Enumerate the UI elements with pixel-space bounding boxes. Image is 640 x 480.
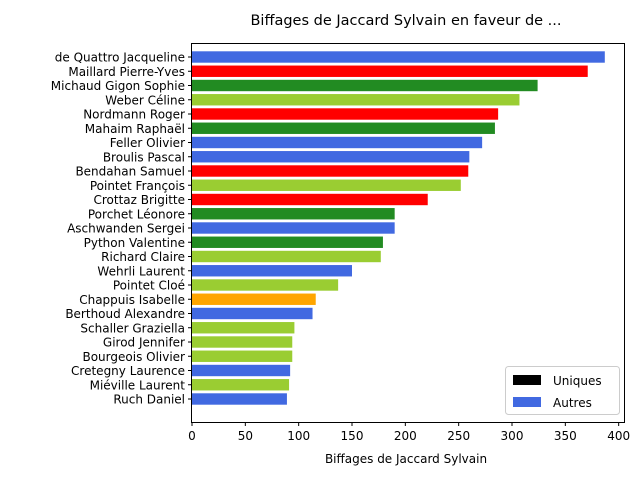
y-tick-label: Maillard Pierre-Yves [68,65,185,79]
y-tick-label: Python Valentine [84,236,185,250]
bar [192,94,520,106]
y-tick-label: Schaller Graziella [80,321,185,335]
y-tick-label: Girod Jennifer [103,336,185,350]
bar [192,393,287,405]
bar [192,379,290,391]
bar [192,265,352,277]
bar [192,307,313,320]
y-tick-label: Michaud Gigon Sophie [51,79,185,93]
bar [192,51,605,63]
bar [192,236,383,248]
y-tick-label: Feller Olivier [110,136,185,150]
x-tick-label: 400 [607,429,630,443]
x-ticks: 0 50 100 150 200 250 300 350 400 [188,422,630,443]
x-tick-label: 0 [188,429,196,443]
x-tick-label: 150 [341,429,364,443]
bar [192,79,538,92]
y-tick-label: Aschwanden Sergei [67,222,185,236]
bar [192,279,339,291]
y-tick-label: Wehrli Laurent [97,264,185,278]
bar [192,122,495,134]
x-tick-label: 100 [287,429,310,443]
legend-label-uniques: Uniques [553,374,602,388]
x-tick-label: 50 [238,429,253,443]
x-tick-label: 200 [394,429,417,443]
bar [192,165,469,177]
bar [192,193,428,206]
x-tick-label: 250 [447,429,470,443]
y-tick-label: Cretegny Laurence [71,364,185,378]
y-tick-label: Chappuis Isabelle [79,293,185,307]
bar [192,65,588,77]
legend: Uniques Autres [505,366,620,415]
y-tick-label: Bendahan Samuel [75,165,185,179]
y-tick-label: Berthoud Alexandre [65,307,185,321]
bar [192,250,381,263]
bar [192,179,461,191]
y-tick-label: Miéville Laurent [90,378,186,392]
bar [192,364,291,377]
x-axis-label: Biffages de Jaccard Sylvain [325,452,487,466]
chart-title: Biffages de Jaccard Sylvain en faveur de… [250,13,561,29]
bar [192,108,499,120]
x-tick-label: 300 [501,429,524,443]
y-tick-label: Pointet Cloé [113,279,185,293]
bar [192,222,395,234]
y-tick-label: Broulis Pascal [103,150,185,164]
bar [192,350,293,362]
y-tick-label: Weber Céline [105,93,185,107]
bar [192,151,470,163]
bars-group [192,51,605,405]
x-tick-label: 350 [554,429,577,443]
legend-swatch-autres [513,397,541,407]
y-tick-label: Porchet Léonore [88,207,185,221]
bar [192,208,395,220]
legend-label-autres: Autres [553,396,592,410]
legend-swatch-uniques [513,375,541,385]
bar [192,293,316,305]
y-tick-label: Crottaz Brigitte [93,193,185,207]
y-tick-label: Nordmann Roger [83,108,185,122]
plot-frame [191,43,625,423]
bar [192,136,483,149]
y-tick-label: de Quattro Jacqueline [55,51,185,65]
y-tick-label: Mahaim Raphaël [85,122,185,136]
y-tick-label: Pointet François [90,179,185,193]
bar [192,322,295,334]
y-tick-label: Richard Claire [101,250,185,264]
bar [192,336,293,348]
y-tick-label: Ruch Daniel [113,393,185,407]
y-tick-label: Bourgeois Olivier [82,350,185,364]
